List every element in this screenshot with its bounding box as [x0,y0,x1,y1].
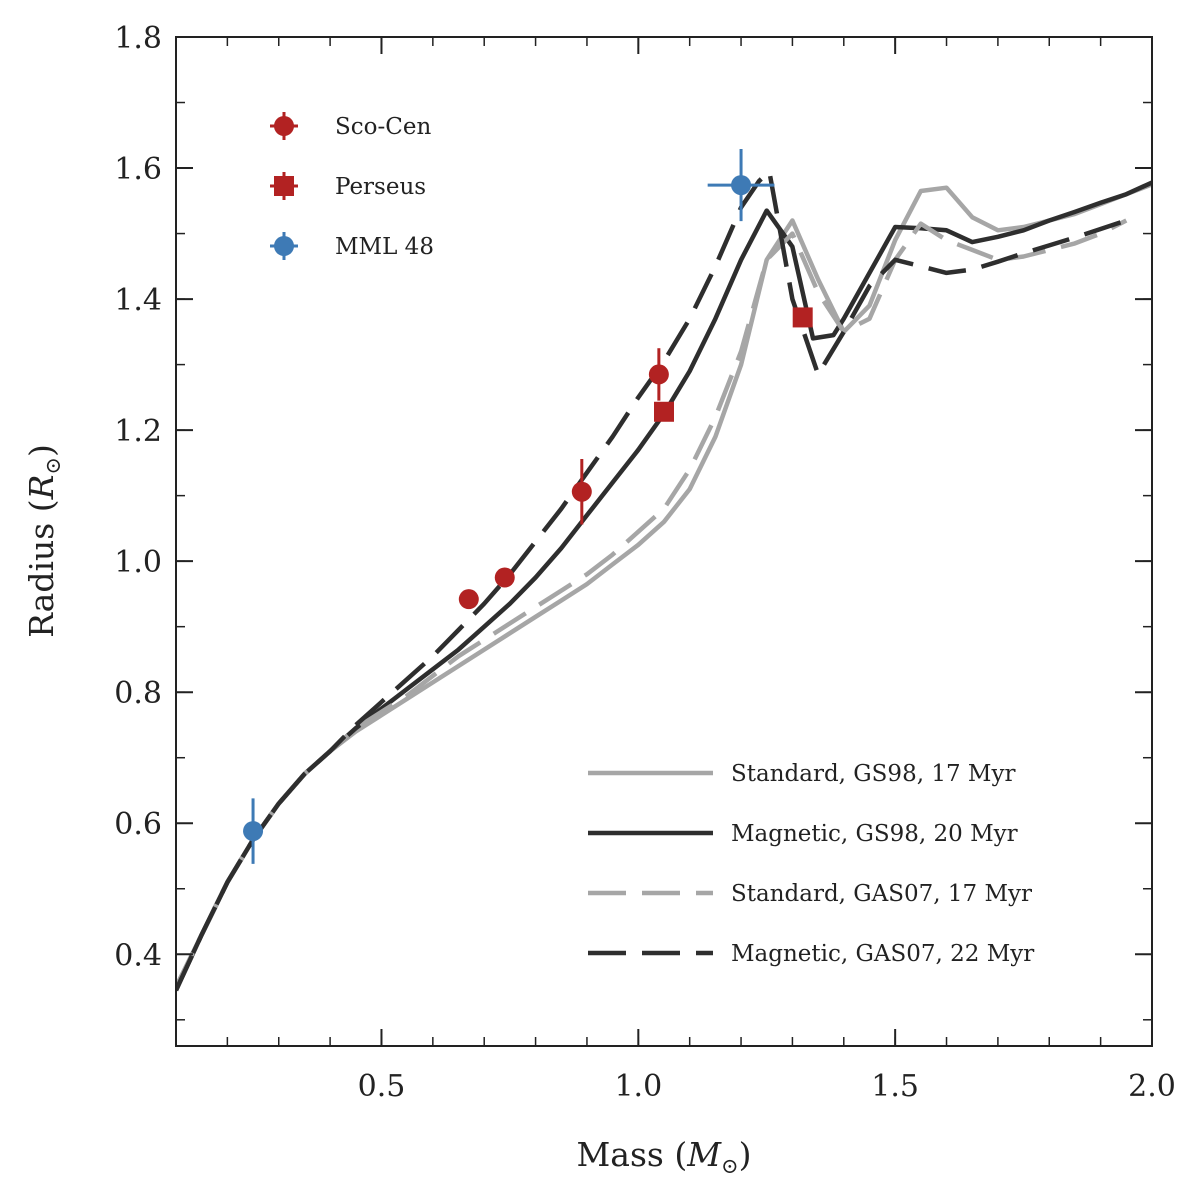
data-point [243,821,264,842]
y-tick-label: 1.6 [114,152,162,187]
y-tick-label: 0.6 [114,807,162,842]
plot-frame [175,36,1153,1047]
y-tick-label: 1.2 [114,414,162,449]
data-point [648,364,669,385]
legend-marker [274,116,294,136]
data-points [243,149,813,864]
data-point [654,401,674,422]
x-tick-label: 2.0 [1128,1069,1176,1104]
data-point [792,307,813,328]
y-axis-label: Radius (R⊙) [22,444,65,638]
legend-label: Perseus [335,174,426,200]
x-tick-label: 0.5 [358,1069,406,1104]
series-line-4 [176,169,1128,992]
legend-label: MML 48 [335,234,434,260]
x-tick-label: 1.5 [871,1069,919,1104]
tick-labels: 0.5 1.0 1.5 2.0 0.4 0.6 0.8 1.0 1.2 1.4 1.6 1.8 [114,21,1176,1104]
x-axis-label: Mass (M⊙) [577,1135,752,1178]
data-point [458,589,479,610]
legend-label: Magnetic, GAS07, 22 Myr [731,941,1034,967]
legend-models: Standard, GS98, 17 Myr Magnetic, GS98, 20… [588,761,1034,967]
legend-label: Sco-Cen [335,114,431,140]
legend-label: Magnetic, GS98, 20 Myr [731,821,1018,847]
data-point [571,481,592,502]
legend-label: Standard, GAS07, 17 Myr [731,881,1032,907]
y-tick-label: 1.8 [114,21,162,56]
legend-observations: Sco-Cen Perseus MML 48 [270,112,434,260]
y-tick-label: 1.0 [114,545,162,580]
axis-ticks [176,36,1153,1046]
legend-marker [274,236,294,256]
legend-label: Standard, GS98, 17 Myr [731,761,1015,787]
data-point [731,175,752,196]
y-tick-label: 0.4 [114,938,162,973]
legend-marker [274,176,294,196]
x-tick-label: 1.0 [614,1069,662,1104]
y-tick-label: 0.8 [114,676,162,711]
data-point [494,567,515,588]
y-tick-label: 1.4 [114,283,162,318]
model-lines [176,169,1152,992]
